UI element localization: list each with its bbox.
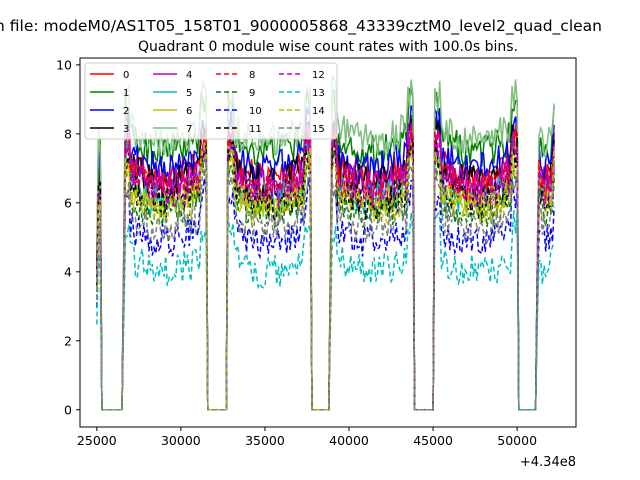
x-axis: 25000 30000 35000 40000 45000 50000 [77,427,537,448]
legend-label-3: 3 [123,124,129,135]
x-tick-label: 50000 [497,433,537,448]
legend-label-9: 9 [249,88,255,99]
y-tick-label: 8 [64,126,72,141]
legend-label-5: 5 [186,88,192,99]
y-tick-label: 2 [64,333,72,348]
y-tick-label: 6 [64,195,72,210]
series-line-12 [96,131,555,411]
series-line-10 [96,177,555,411]
legend-label-0: 0 [123,70,129,81]
legend-label-12: 12 [312,70,325,81]
legend-label-13: 13 [312,88,325,99]
series-line-15 [96,161,555,411]
legend-box [84,62,338,140]
legend-label-2: 2 [123,106,129,117]
legend-label-4: 4 [186,70,192,81]
legend-label-10: 10 [249,106,262,117]
legend-label-11: 11 [249,124,262,135]
x-tick-label: 25000 [77,433,117,448]
y-tick-label: 4 [64,264,72,279]
legend-label-8: 8 [249,70,255,81]
x-tick-label: 35000 [245,433,285,448]
chart-title: Quadrant 0 module wise count rates with … [138,39,518,55]
series-line-13 [96,210,555,411]
y-tick-label: 10 [56,57,72,72]
x-tick-label: 30000 [161,433,201,448]
legend-label-1: 1 [123,88,129,99]
x-offset-label: +4.34e8 [520,455,576,470]
x-tick-label: 45000 [413,433,453,448]
plot-frame [79,57,577,428]
figure-suptitle: n file: modeM0/AS1T05_158T01_9000005868_… [0,17,602,36]
legend-label-14: 14 [312,106,325,117]
series-line-14 [96,146,555,411]
legend-label-7: 7 [186,124,192,135]
y-axis: 0 2 4 6 8 10 [56,57,80,417]
y-tick-label: 0 [64,402,72,417]
x-tick-label: 40000 [329,433,369,448]
legend-label-6: 6 [186,106,192,117]
legend-label-15: 15 [312,124,325,135]
